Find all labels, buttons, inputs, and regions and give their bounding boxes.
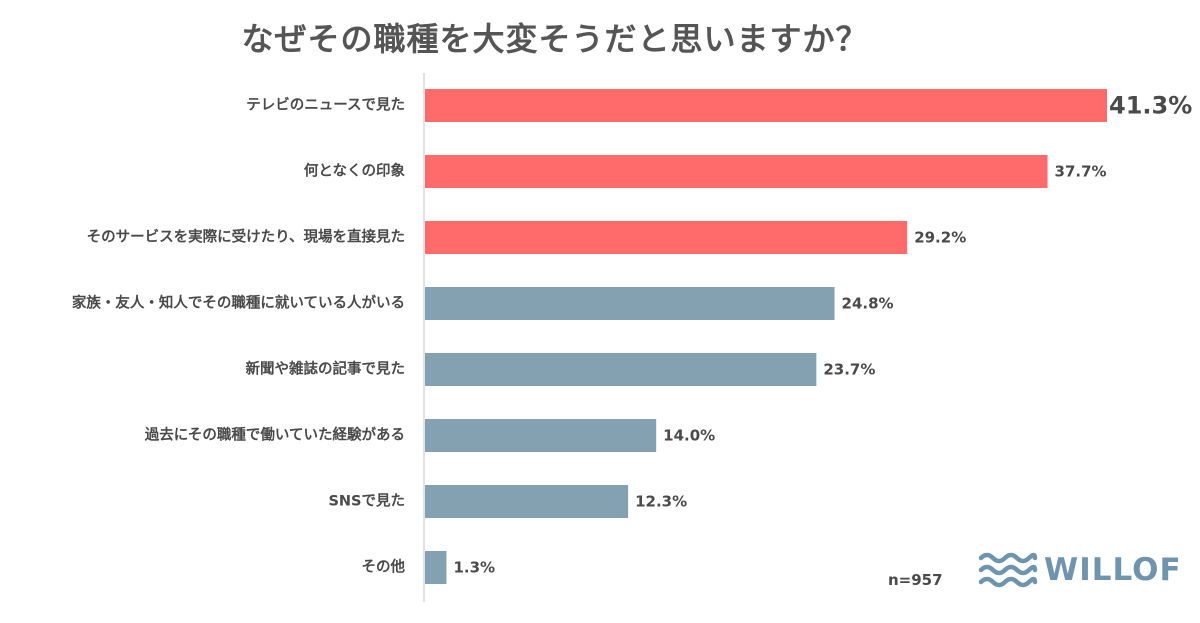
category-label-1: テレビのニュースで見た: [246, 97, 405, 114]
value-label-4: 24.8%: [842, 295, 894, 313]
category-label-7: SNSで見た: [328, 493, 405, 510]
category-label-6: 過去にその職種で働いていた経験がある: [144, 426, 405, 444]
bar-8: [425, 551, 447, 584]
chart-title: なぜその職種を大変そうだと思いますか？: [241, 20, 869, 58]
wave-icon: [978, 552, 1038, 588]
bar-5: [425, 353, 817, 386]
category-label-5: 新聞や雑誌の記事で見た: [246, 360, 406, 378]
value-label-8: 1.3%: [453, 559, 495, 577]
value-label-2: 37.7%: [1055, 163, 1107, 181]
bar-3: [425, 221, 908, 254]
brand-name: WILLOF: [1044, 552, 1182, 588]
bar-2: [425, 155, 1048, 188]
value-label-3: 29.2%: [914, 229, 966, 247]
value-label-5: 23.7%: [823, 361, 875, 379]
bar-7: [425, 485, 629, 518]
value-label-7: 12.3%: [635, 493, 687, 511]
value-label-6: 14.0%: [663, 427, 715, 445]
value-label-1: 41.3%: [1109, 92, 1192, 120]
category-label-3: そのサービスを実際に受けたり、現場を直接見た: [87, 228, 405, 246]
bar-1: [425, 89, 1107, 122]
brand-logo: WILLOF: [978, 550, 1181, 596]
category-label-4: 家族・友人・知人でその職種に就いている人がいる: [72, 294, 405, 312]
bar-6: [425, 419, 657, 452]
category-label-8: その他: [362, 558, 406, 576]
category-label-2: 何となくの印象: [304, 162, 406, 180]
sample-size-note: n=957: [888, 571, 943, 589]
bar-4: [425, 287, 835, 320]
